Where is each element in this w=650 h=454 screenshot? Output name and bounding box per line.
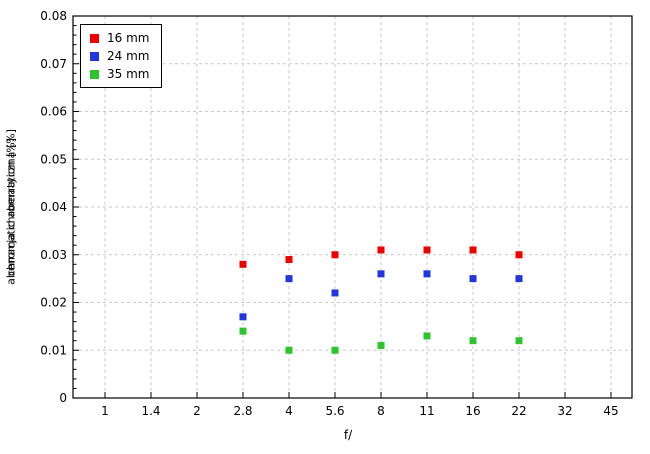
y-tick-label: 0.02 [40, 296, 67, 310]
data-point-24mm [377, 270, 385, 278]
data-point-16mm [469, 246, 477, 254]
x-tick-label: 8 [377, 404, 385, 418]
y-tick-label: 0.06 [40, 105, 67, 119]
x-tick-label: 45 [603, 404, 618, 418]
legend-item-35mm: 35 mm [90, 65, 149, 83]
data-point-16mm [423, 246, 431, 254]
y-tick-label: 0.03 [40, 248, 67, 262]
x-tick-label: 2 [193, 404, 201, 418]
x-tick-label: 16 [465, 404, 480, 418]
legend-label-35mm: 35 mm [107, 67, 150, 81]
legend-swatch-24mm-icon [90, 51, 99, 61]
data-point-35mm [239, 327, 247, 335]
data-point-35mm [331, 346, 339, 354]
x-tick-label: 4 [285, 404, 293, 418]
legend-label-16mm: 16 mm [107, 31, 150, 45]
data-point-35mm [469, 337, 477, 345]
data-point-35mm [423, 332, 431, 340]
x-axis-label: f/ [343, 428, 353, 442]
x-tick-label: 1.4 [141, 404, 160, 418]
y-axis-label-english: chromatic aberration [%] [4, 137, 18, 277]
data-point-16mm [377, 246, 385, 254]
legend-swatch-16mm-icon [90, 33, 99, 43]
data-point-24mm [423, 270, 431, 278]
data-point-16mm [331, 251, 339, 259]
data-point-16mm [239, 260, 247, 268]
data-point-35mm [285, 346, 293, 354]
legend: 16 mm 24 mm 35 mm [80, 24, 163, 88]
y-tick-label: 0.05 [40, 152, 67, 166]
data-point-24mm [515, 275, 523, 283]
legend-label-24mm: 24 mm [107, 49, 150, 63]
data-point-24mm [285, 275, 293, 283]
x-tick-label: 5.6 [325, 404, 344, 418]
data-point-24mm [239, 313, 247, 321]
legend-swatch-35mm-icon [90, 69, 99, 79]
data-point-16mm [285, 256, 293, 264]
data-point-16mm [515, 251, 523, 259]
legend-item-16mm: 16 mm [90, 29, 149, 47]
data-point-24mm [469, 275, 477, 283]
y-tick-label: 0.01 [40, 343, 67, 357]
x-tick-label: 1 [101, 404, 109, 418]
x-tick-label: 22 [511, 404, 526, 418]
y-tick-label: 0.04 [40, 200, 67, 214]
x-tick-label: 32 [557, 404, 572, 418]
y-tick-label: 0.07 [40, 57, 67, 71]
data-point-24mm [331, 289, 339, 297]
x-tick-label: 11 [419, 404, 434, 418]
data-point-35mm [377, 341, 385, 349]
y-tick-label: 0.08 [40, 9, 67, 23]
data-point-35mm [515, 337, 523, 345]
x-tick-label: 2.8 [233, 404, 252, 418]
y-tick-label: 0 [59, 391, 67, 405]
legend-item-24mm: 24 mm [90, 47, 149, 65]
